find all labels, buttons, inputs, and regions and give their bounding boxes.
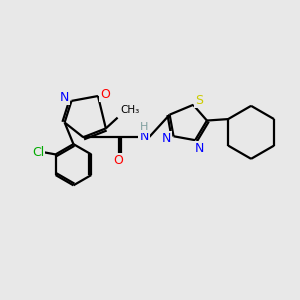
Text: N: N (194, 142, 204, 154)
Text: Cl: Cl (32, 146, 44, 159)
Text: CH₃: CH₃ (121, 105, 140, 115)
Text: N: N (140, 130, 149, 143)
Text: S: S (195, 94, 203, 107)
Text: N: N (162, 132, 171, 145)
Text: N: N (60, 92, 69, 104)
Text: O: O (114, 154, 124, 167)
Text: O: O (100, 88, 110, 100)
Text: H: H (140, 122, 148, 132)
